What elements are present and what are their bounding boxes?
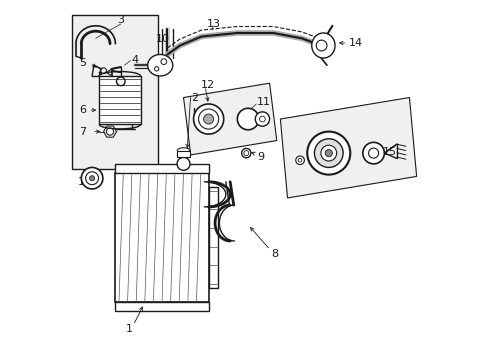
Circle shape: [237, 108, 258, 130]
Polygon shape: [280, 98, 416, 198]
Text: 16: 16: [313, 147, 326, 157]
Text: 5: 5: [79, 58, 86, 68]
Ellipse shape: [311, 33, 334, 58]
Bar: [115, 302, 208, 311]
Circle shape: [198, 109, 218, 129]
Text: 17: 17: [78, 177, 92, 187]
Polygon shape: [103, 126, 116, 137]
Circle shape: [81, 167, 102, 189]
Text: 6: 6: [79, 105, 86, 115]
Text: 4: 4: [131, 55, 139, 65]
Circle shape: [193, 104, 223, 134]
Circle shape: [325, 149, 332, 157]
Text: 13: 13: [206, 19, 221, 29]
Ellipse shape: [147, 54, 172, 76]
Bar: [208, 187, 217, 288]
Text: 1: 1: [126, 324, 133, 334]
Circle shape: [362, 142, 384, 164]
Text: 11: 11: [257, 97, 270, 107]
Text: 14: 14: [348, 38, 362, 48]
Polygon shape: [183, 83, 276, 155]
Circle shape: [255, 112, 269, 126]
Bar: [177, 151, 190, 157]
Circle shape: [314, 139, 343, 167]
Circle shape: [295, 156, 304, 165]
Text: 8: 8: [271, 248, 278, 258]
Text: 3: 3: [117, 15, 124, 26]
Circle shape: [177, 157, 190, 170]
Circle shape: [203, 114, 213, 124]
Text: 7: 7: [80, 127, 86, 136]
Text: 9: 9: [257, 152, 264, 162]
Circle shape: [85, 172, 99, 185]
Circle shape: [306, 132, 349, 175]
Text: 2: 2: [190, 93, 198, 103]
Bar: [115, 173, 208, 302]
Bar: [115, 164, 208, 173]
Circle shape: [89, 176, 94, 181]
Text: 15: 15: [382, 147, 396, 157]
Circle shape: [320, 145, 336, 161]
Bar: [99, 76, 140, 125]
Text: 10: 10: [155, 35, 169, 44]
Text: 12: 12: [200, 80, 214, 90]
Circle shape: [368, 148, 378, 158]
Circle shape: [241, 148, 250, 158]
Bar: [72, 15, 158, 169]
